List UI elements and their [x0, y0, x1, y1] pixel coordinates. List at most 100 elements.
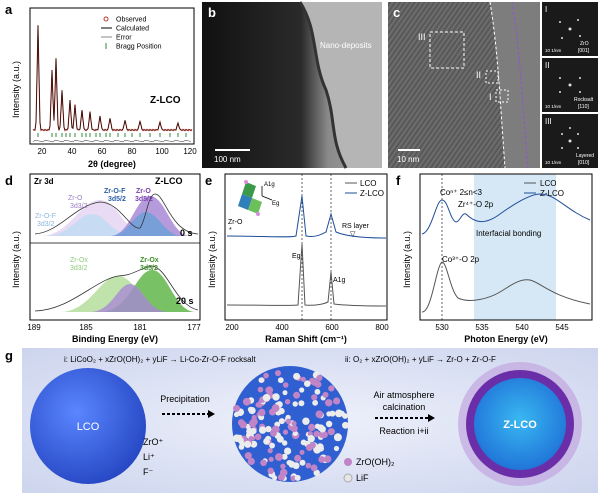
- panel-e: e A1g Eg Zr-O * RS layer ▽ Eg A1g LCO Z-…: [205, 173, 389, 344]
- surface-particle: [257, 386, 264, 393]
- surface-particle: [246, 427, 254, 435]
- step-reaction: Reaction i+ii: [379, 426, 428, 436]
- xtick: 530: [435, 323, 449, 332]
- xas-co3-label: Co³⁺-O 2p: [442, 255, 480, 264]
- xas-zr-label: Zr⁴⁺-O 2p: [458, 200, 494, 209]
- xps-top-fit-zrof-3d52: [110, 212, 182, 236]
- surface-particle: [302, 417, 310, 425]
- xtick: 400: [275, 323, 289, 332]
- surface-particle: [281, 453, 288, 460]
- surface-particle: [237, 436, 244, 444]
- surface-particle: [312, 399, 318, 406]
- xtick: 40: [68, 147, 77, 156]
- surface-particle: [316, 374, 323, 381]
- nano-deposits-edge: [298, 1, 348, 169]
- surface-particle: [244, 440, 252, 448]
- raman-rs-marker: ▽: [350, 231, 356, 238]
- panel-d-xticks: 189 185 181 177: [27, 323, 201, 332]
- surface-particle: [299, 459, 306, 466]
- surface-particle: [329, 410, 336, 417]
- inset-I-phase: ZrO: [580, 41, 589, 47]
- xas-co-n-label: Coⁿ⁺ 2≤n<3: [440, 188, 483, 197]
- reaction-ii-equation: ii: O₂ + xZrO(OH)₂ + yLiF → Zr-O + Zr-O-…: [345, 355, 496, 364]
- surface-particle: [324, 455, 332, 463]
- surface-particle: [267, 467, 274, 474]
- xtick: 185: [79, 323, 93, 332]
- surface-particle: [282, 382, 289, 388]
- surface-particle: [333, 445, 340, 452]
- reaction-i-equation: i: LiCoO₂ + xZrO(OH)₂ + yLiF → Li-Co-Zr-…: [64, 355, 256, 364]
- surface-particle: [333, 397, 341, 405]
- surface-particle: [327, 428, 335, 436]
- inset-III-scale: 10 1/nm: [545, 160, 562, 165]
- surface-particle: [294, 454, 302, 462]
- surface-particle: [270, 429, 277, 437]
- legend-error: Error: [116, 35, 132, 42]
- surface-particle: [282, 429, 289, 435]
- surface-particle: [333, 433, 342, 442]
- crystal-structure-inset: [238, 180, 273, 216]
- panel-c: III II I c 10 nm I ZrO [001] 10 1/nm II …: [388, 1, 598, 169]
- xtick: 189: [27, 323, 41, 332]
- step-precipitation: Precipitation: [160, 394, 210, 404]
- surface-particle: [284, 447, 292, 455]
- surface-particle: [325, 420, 333, 428]
- raman-a1g-label: A1g: [333, 277, 346, 284]
- legend-zlco: Z-LCO: [540, 189, 564, 198]
- panel-d-sample: Z-LCO: [155, 176, 183, 186]
- xtick: 20: [38, 147, 47, 156]
- xtick: 177: [187, 323, 201, 332]
- surface-particle: [304, 380, 311, 388]
- inset-III-phase: Layered: [576, 153, 594, 159]
- raman-zro-marker: *: [229, 227, 232, 234]
- surface-particle: [258, 377, 265, 384]
- legend-lco: LCO: [360, 179, 376, 188]
- surface-particle: [258, 408, 266, 417]
- surface-particle: [298, 400, 305, 407]
- xtick: 545: [555, 323, 569, 332]
- inset-I-scale: 10 1/nm: [545, 48, 562, 53]
- surface-particle: [292, 462, 300, 470]
- xtick: 60: [98, 147, 107, 156]
- inset-III-zone: [010]: [578, 160, 590, 166]
- zlco-core: [474, 378, 566, 470]
- surface-particle: [278, 418, 285, 425]
- surface-particle: [310, 464, 318, 472]
- surface-particle: [242, 397, 251, 406]
- surface-particles: [233, 370, 349, 482]
- inset-II-id: II: [545, 61, 549, 70]
- surface-particle: [233, 404, 240, 412]
- panel-g-letter: g: [5, 348, 13, 363]
- xas-zlco-trace: [421, 193, 591, 235]
- xtick: 540: [515, 323, 529, 332]
- panel-f: f Coⁿ⁺ 2≤n<3 Zr⁴⁺-O 2p Interfacial bondi…: [396, 173, 593, 344]
- surface-particle: [290, 475, 297, 482]
- surface-particle: [275, 370, 281, 377]
- surface-particle: [248, 407, 256, 415]
- surface-particle: [262, 394, 271, 402]
- surface-particle: [291, 420, 297, 427]
- surface-particle: [277, 473, 285, 481]
- raman-zro-label: Zr-O: [228, 219, 243, 226]
- surface-particle: [272, 475, 278, 481]
- peak-label: 3d3/2: [70, 265, 88, 272]
- tem-vacuum-region: [300, 2, 382, 168]
- surface-particle: [238, 444, 245, 450]
- lco-label: LCO: [77, 421, 100, 433]
- xps-top-envelope: [34, 193, 199, 235]
- peak-label: Zr-O: [68, 195, 83, 202]
- surface-particle: [308, 423, 316, 431]
- xrd-error-trace: [32, 139, 192, 143]
- legend-lif-dot: [343, 473, 353, 483]
- arrow-head: [208, 410, 215, 418]
- panel-a-frame: [29, 7, 195, 145]
- surface-particle: [314, 423, 321, 429]
- surface-particle: [277, 377, 284, 384]
- xtick: 535: [475, 323, 489, 332]
- ion-zro: ZrO⁺: [143, 437, 163, 447]
- surface-particle: [342, 421, 349, 429]
- inset-II-zone: [110]: [578, 104, 589, 110]
- fft-inset-III: III Layered [010] 10 1/nm: [542, 114, 598, 168]
- surface-particle: [307, 435, 315, 443]
